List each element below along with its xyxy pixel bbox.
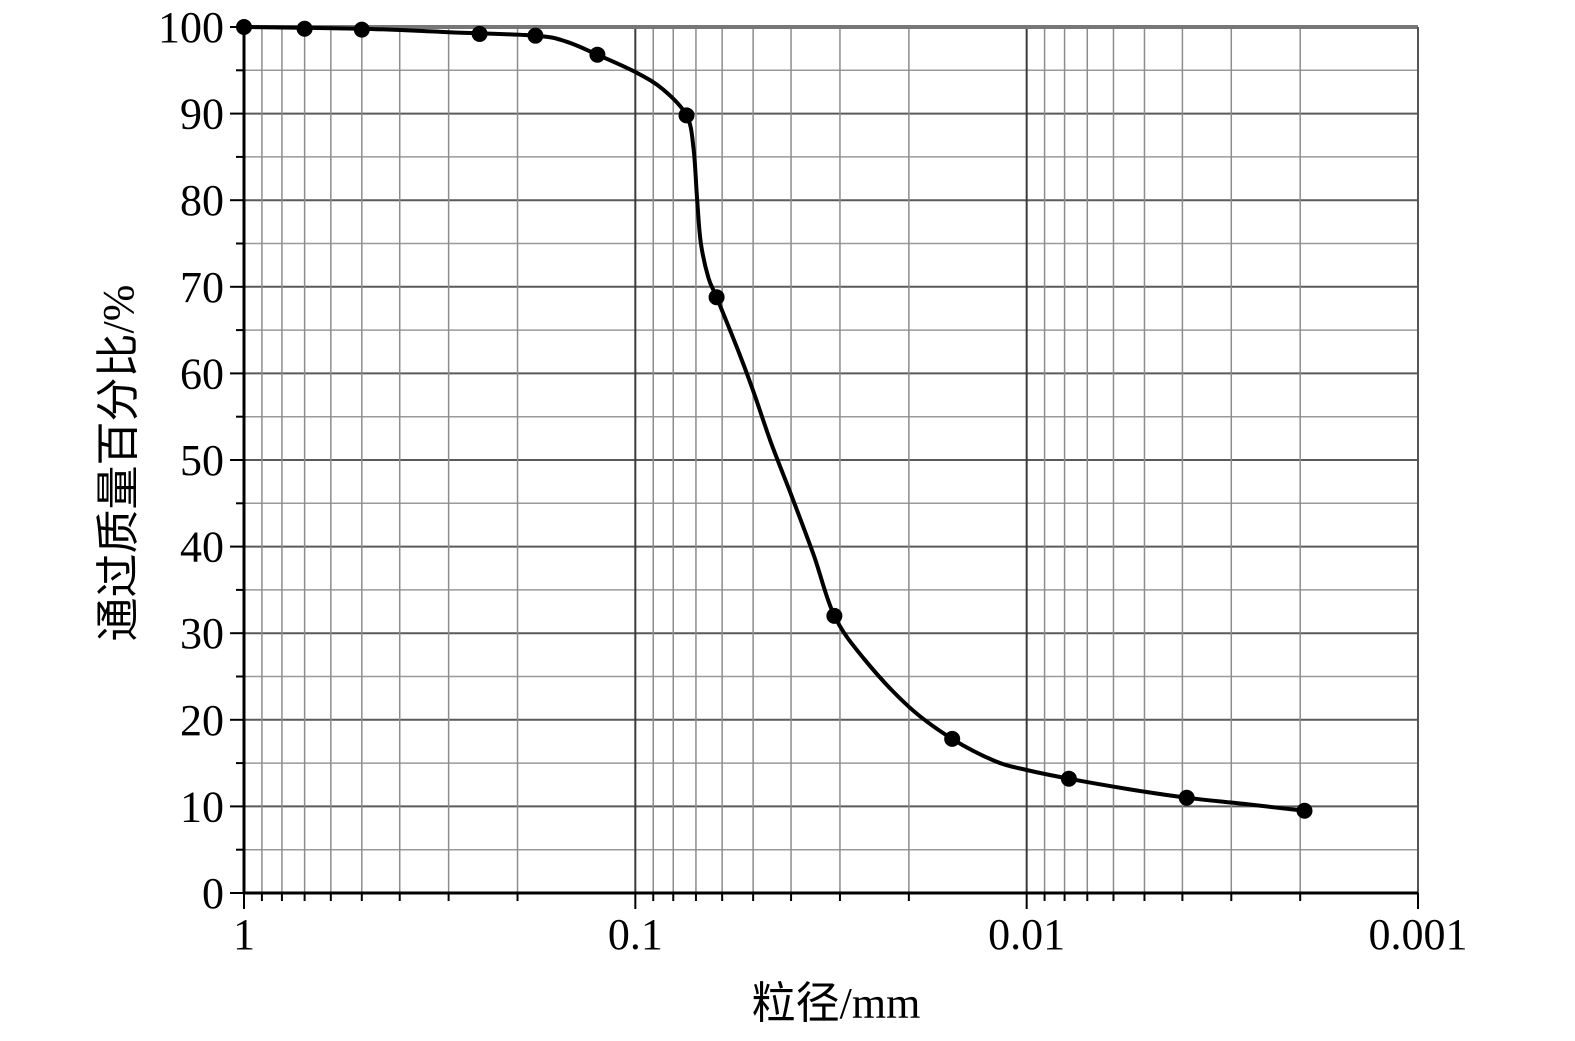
axes (230, 25, 1419, 909)
x-tick-label: 0.001 (1369, 910, 1468, 959)
data-point (296, 20, 313, 37)
y-tick-label: 20 (180, 696, 224, 745)
data-point (708, 289, 725, 306)
data-point (353, 21, 370, 38)
data-point (589, 46, 606, 63)
grid (243, 26, 1419, 894)
y-tick-label: 60 (180, 349, 224, 398)
data-point (826, 607, 843, 624)
x-tick-label: 0.1 (608, 910, 663, 959)
series-layer (236, 19, 1313, 819)
data-point (1060, 770, 1077, 787)
x-tick-label: 1 (233, 910, 255, 959)
data-point (527, 27, 544, 44)
y-tick-label: 30 (180, 609, 224, 658)
data-point (1178, 789, 1195, 806)
y-tick-label: 90 (180, 90, 224, 139)
series-line (243, 25, 1305, 813)
data-point (944, 730, 961, 747)
y-axis-title: 通过质量百分比/% (94, 285, 143, 642)
x-tick-label: 0.01 (988, 910, 1065, 959)
data-point (678, 107, 695, 124)
y-tick-label: 40 (180, 523, 224, 572)
y-tick-label: 10 (180, 782, 224, 831)
x-axis-title: 粒径/mm (752, 979, 921, 1028)
y-tick-label: 100 (158, 3, 224, 52)
y-tick-label: 50 (180, 436, 224, 485)
data-point (1296, 802, 1313, 819)
tick-labels: 0 10 20 30 40 50 60 70 80 90 100 1 0.1 0.01 0.001 (158, 3, 1468, 959)
y-tick-label: 80 (180, 176, 224, 225)
y-tick-label: 0 (202, 869, 224, 918)
data-point (471, 25, 488, 42)
y-tick-label: 70 (180, 263, 224, 312)
data-point (236, 19, 252, 35)
